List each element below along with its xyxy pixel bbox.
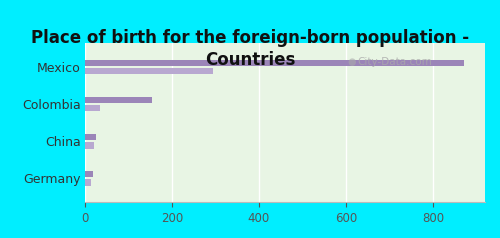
Bar <box>85 134 96 140</box>
Bar <box>85 68 214 74</box>
Text: Place of birth for the foreign-born population -
Countries: Place of birth for the foreign-born popu… <box>31 29 469 69</box>
Text: ●: ● <box>347 57 356 67</box>
Bar <box>85 171 94 178</box>
Bar <box>85 60 464 66</box>
Bar <box>85 105 100 111</box>
Bar <box>85 97 152 103</box>
Text: City-Data.com: City-Data.com <box>357 57 432 67</box>
Bar <box>85 142 94 149</box>
Bar <box>85 179 91 186</box>
